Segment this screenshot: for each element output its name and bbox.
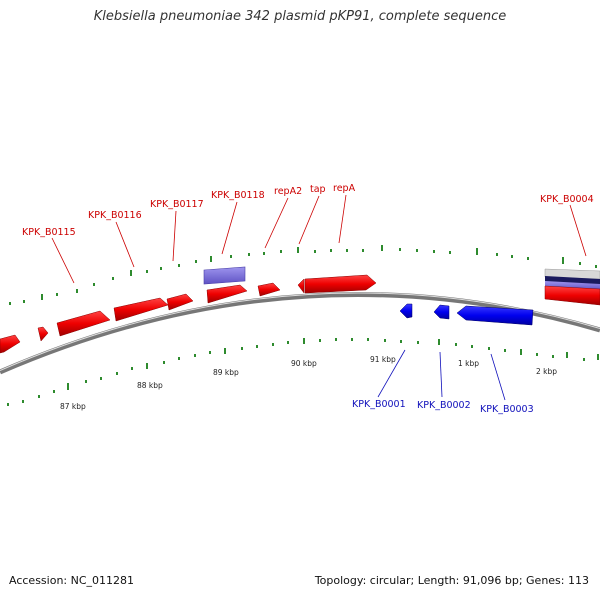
gene-arrow xyxy=(257,282,281,297)
position-ticks: 87 kbp 88 kbp 89 kbp 90 kbp 91 kbp 1 kbp… xyxy=(60,355,557,411)
label-kpk-b0117: KPK_B0117 xyxy=(150,199,204,210)
gene-arrow xyxy=(37,326,49,342)
label-kpk-b0001: KPK_B0001 xyxy=(352,399,406,410)
forward-gene-labels: KPK_B0115 KPK_B0116 KPK_B0117 KPK_B0118 … xyxy=(22,183,594,284)
forward-strand-genes xyxy=(0,274,600,354)
reverse-gene-labels: KPK_B0001 KPK_B0002 KPK_B0003 xyxy=(352,349,534,415)
gene-arrow xyxy=(0,334,21,354)
gene-arrow xyxy=(206,284,248,304)
label-repa2: repA2 xyxy=(274,186,302,197)
tick-2kbp: 2 kbp xyxy=(536,367,557,376)
gc-content-ring-inner xyxy=(7,338,599,406)
accession-label: Accession: NC_011281 xyxy=(9,574,135,587)
tick-87kbp: 87 kbp xyxy=(60,402,86,411)
tick-91kbp: 91 kbp xyxy=(370,355,396,364)
label-kpk-b0115: KPK_B0115 xyxy=(22,227,76,238)
gene-arrow xyxy=(544,285,600,306)
gene-arrow xyxy=(304,274,377,294)
tick-1kbp: 1 kbp xyxy=(458,359,479,368)
gene-arrow xyxy=(56,310,111,337)
reverse-strand-genes xyxy=(399,303,534,326)
label-kpk-b0003: KPK_B0003 xyxy=(480,404,534,415)
misc-feature-block xyxy=(203,266,246,285)
tick-89kbp: 89 kbp xyxy=(213,368,239,377)
map-title: Klebsiella pneumoniae 342 plasmid pKP91,… xyxy=(93,9,507,24)
gene-arrow xyxy=(297,278,305,294)
tick-88kbp: 88 kbp xyxy=(137,381,163,390)
gene-arrow xyxy=(456,305,534,326)
gene-arrow xyxy=(399,303,413,319)
label-tap: tap xyxy=(310,184,326,195)
tick-90kbp: 90 kbp xyxy=(291,359,317,368)
label-kpk-b0002: KPK_B0002 xyxy=(417,400,471,411)
plasmid-backbone-highlight xyxy=(0,292,600,371)
label-kpk-b0116: KPK_B0116 xyxy=(88,210,142,221)
gene-arrow xyxy=(166,293,194,311)
label-repa: repA xyxy=(333,183,356,194)
gc-content-ring-outer xyxy=(9,245,597,305)
gene-arrow xyxy=(433,304,450,320)
label-kpk-b0004: KPK_B0004 xyxy=(540,194,594,205)
label-kpk-b0118: KPK_B0118 xyxy=(211,190,265,201)
topology-summary: Topology: circular; Length: 91,096 bp; G… xyxy=(314,574,589,587)
